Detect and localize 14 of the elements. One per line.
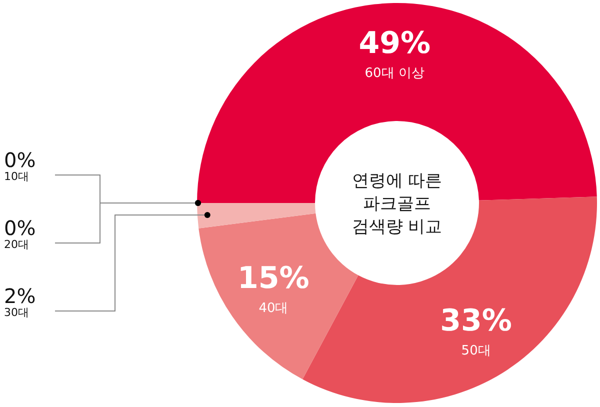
data-label: 2% xyxy=(4,284,36,308)
data-label: 49% xyxy=(358,26,431,62)
donut-slice xyxy=(197,203,316,228)
slice-label: 50대 xyxy=(461,343,491,358)
slice-label: 60대 이상 xyxy=(364,66,424,82)
text: 0% xyxy=(4,216,36,240)
slice-label: 40대 xyxy=(258,301,288,316)
slice-label: 30대 xyxy=(4,306,29,319)
data-label: 33% xyxy=(440,303,512,338)
data-label: 15% xyxy=(238,261,310,296)
text: 연령에 따른 파크골프 검색량 비교 xyxy=(352,171,442,237)
text: 0% xyxy=(4,148,36,172)
category-label: 10대 xyxy=(4,170,29,183)
category-label: 20대 xyxy=(4,238,29,251)
